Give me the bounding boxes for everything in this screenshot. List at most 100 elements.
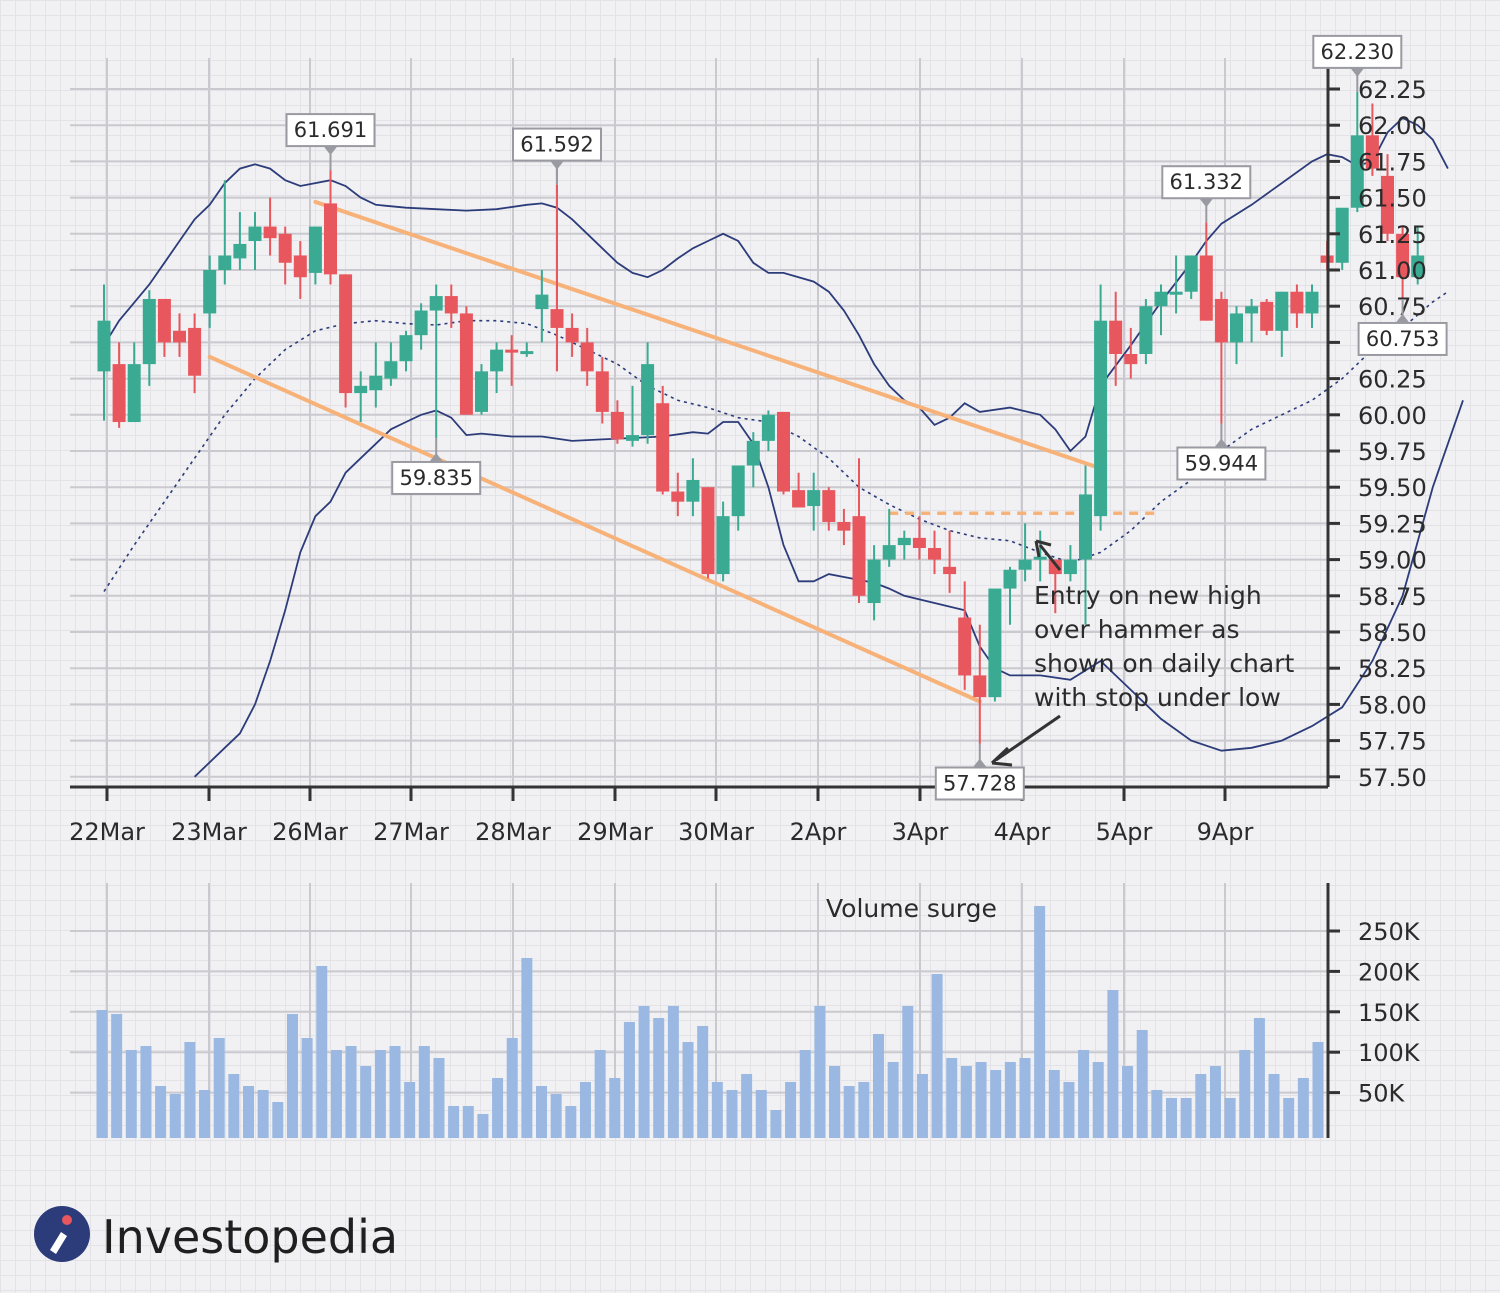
volume-bar (345, 1046, 357, 1138)
volume-bar (726, 1090, 738, 1138)
candle-bearish (852, 458, 866, 604)
candle-bearish (173, 313, 186, 357)
candle-body (731, 465, 745, 517)
candle-bullish (369, 342, 383, 408)
y-tick-label: 59.75 (1358, 438, 1427, 466)
upper-trendline (313, 199, 1103, 471)
candle-bullish (233, 212, 247, 270)
candle-body (520, 351, 534, 355)
candle-bearish (1214, 291, 1228, 424)
candle-body (626, 435, 639, 441)
candle-body (610, 411, 624, 440)
volume-bar (829, 1066, 841, 1138)
y-tick-label: 62.00 (1358, 112, 1427, 140)
candle-bearish (656, 385, 670, 495)
candle-body (1199, 255, 1213, 321)
candle-body (157, 298, 171, 343)
volume-bar (1209, 1066, 1221, 1138)
volume-bar (1122, 1066, 1134, 1138)
candle-bullish (354, 371, 368, 423)
candle-bearish (444, 284, 458, 328)
volume-bar (1004, 1062, 1016, 1138)
y-tick-label: 61.50 (1358, 185, 1427, 213)
candle-bullish (97, 284, 111, 421)
callout-pointer-icon (323, 146, 338, 156)
x-tick-label: 22Mar (69, 818, 145, 846)
candle-body (475, 371, 488, 412)
candle-bullish (1154, 284, 1168, 336)
y-tick-label: 58.50 (1358, 619, 1427, 647)
volume-bar (418, 1046, 430, 1138)
investopedia-logo: Investopedia (34, 1206, 398, 1264)
candle-body (1275, 291, 1289, 331)
volume-tick-label: 250K (1358, 918, 1421, 946)
candles (97, 91, 1425, 744)
candle-bearish (505, 335, 519, 386)
callout-label: 61.592 (520, 133, 593, 157)
candle-bullish (475, 364, 488, 415)
callout-pointer-icon (1199, 198, 1214, 208)
volume-bar (243, 1086, 255, 1138)
volume-bar (506, 1038, 518, 1138)
volume-bar (579, 1082, 591, 1138)
volume-bar (916, 1074, 928, 1138)
volume-bar (1312, 1042, 1324, 1138)
callout-label: 60.753 (1366, 327, 1439, 351)
candle-body (384, 361, 398, 379)
candle-bearish (928, 530, 941, 575)
candle-body (1230, 313, 1243, 343)
candle-bullish (127, 342, 141, 423)
volume-bars (96, 906, 1324, 1138)
price-callout: 61.691 (285, 113, 376, 171)
candle-bullish (1003, 566, 1017, 625)
candle-bearish (943, 530, 957, 593)
candle-bearish (777, 411, 790, 495)
volume-surge-label: Volume surge (826, 894, 997, 923)
volume-bar (550, 1094, 562, 1138)
candle-body (943, 566, 957, 575)
volume-bar (887, 1062, 899, 1138)
candle-body (716, 516, 730, 575)
y-tick-label: 58.75 (1358, 583, 1427, 611)
callout-box (1312, 34, 1403, 69)
candle-body (308, 226, 322, 273)
candle-bullish (399, 330, 413, 372)
volume-bar (374, 1050, 386, 1138)
x-tick-label: 3Apr (892, 818, 949, 846)
callout-label: 57.728 (943, 771, 1016, 795)
candle-body (777, 411, 790, 492)
y-tick-label: 59.25 (1358, 510, 1427, 538)
x-tick-label: 30Mar (678, 818, 754, 846)
axes: 62.2562.0061.7561.5061.2561.0060.7560.50… (69, 58, 1427, 1138)
volume-bar (448, 1106, 460, 1138)
candle-body (1290, 291, 1304, 314)
candle-body (188, 327, 202, 376)
candle-bullish (384, 342, 398, 386)
candle-body (293, 255, 307, 278)
volume-bar (931, 974, 943, 1138)
candle-body (1305, 291, 1319, 314)
candle-bullish (1184, 255, 1198, 299)
volume-bar (653, 1018, 665, 1138)
y-tick-label: 58.00 (1358, 691, 1427, 719)
candle-bullish (746, 432, 760, 488)
y-tick-label: 61.75 (1358, 148, 1427, 176)
candle-body (1335, 207, 1349, 263)
candle-body (173, 330, 186, 343)
candle-body (263, 226, 277, 239)
logo-wordmark: Investopedia (102, 1210, 398, 1264)
volume-bar (872, 1034, 884, 1138)
candle-bullish (897, 530, 911, 560)
volume-bar (477, 1114, 489, 1138)
bollinger-middle-band (103, 291, 1449, 592)
candle-body (233, 243, 247, 259)
volume-bar (125, 1050, 137, 1138)
volume-bar (155, 1086, 167, 1138)
callout-label: 59.835 (399, 466, 472, 490)
volume-bar (960, 1066, 972, 1138)
candle-bearish (701, 487, 715, 579)
volume-bar (902, 1006, 914, 1138)
volume-bar (697, 1026, 709, 1138)
candle-body (1109, 320, 1123, 354)
candle-body (580, 342, 594, 372)
